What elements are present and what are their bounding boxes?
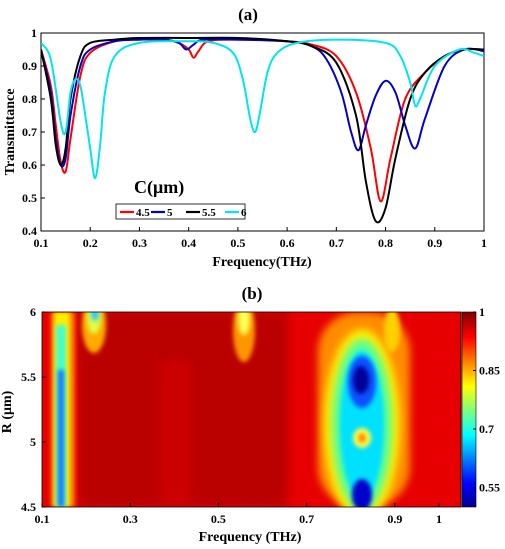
plot-a-x-tick-label: 0.2	[83, 236, 98, 250]
heatmap-feature-f0	[51, 312, 75, 507]
panel-a: (a) 0.1 0.2 0.3 0.4 0.5 0.6 0.7 0.8 0.9 1 0.40.50…	[3, 5, 487, 270]
series-line-2	[41, 36, 484, 224]
plot-b-x-tick-label: 0.3	[123, 512, 138, 526]
legend-a-label-0: 4.5	[136, 207, 150, 219]
colorbar-b-ticks: 0.55 0.7 0.85 1	[473, 305, 500, 495]
plot-b-ylabel: R (μm)	[0, 390, 15, 433]
colorbar-tick-label: 0.85	[479, 364, 500, 378]
series-line-3	[41, 38, 484, 180]
plot-a-ylabel: Transmittance	[3, 89, 18, 176]
colorbar-tick-label: 0.7	[479, 422, 494, 436]
panel-b: (b)	[0, 284, 500, 545]
plot-a-xlabel: Frequency(THz)	[212, 255, 312, 270]
colorbar-tick-label: 0.55	[479, 481, 500, 495]
plot-b-x-tick-label: 0.7	[299, 512, 314, 526]
legend-a-label-2: 5.5	[202, 207, 216, 219]
plot-a-series-lines	[41, 36, 484, 224]
colorbar-b: 0.55 0.7 0.85 1	[461, 305, 500, 508]
plot-a-x-tick-label: 0.5	[230, 236, 245, 250]
legend-a-label-1: 5	[167, 207, 173, 219]
plot-b-y-tick-label: 4.5	[21, 500, 36, 514]
panel-a-label: (a)	[238, 5, 258, 24]
legend-a: C(μm) 4.5 5 5.5 6	[115, 177, 247, 220]
heatmap-feature-f3	[318, 312, 410, 507]
heatmap-feature-f2	[233, 312, 255, 362]
plot-a-x-tick-label: 1	[481, 236, 487, 250]
colorbar-b-gradient	[461, 311, 477, 508]
plot-b-x-tick-label: 0.5	[211, 512, 226, 526]
legend-a-box	[115, 203, 246, 220]
heatmap-b	[42, 312, 461, 507]
plot-a-x-tick-label: 0.9	[427, 236, 442, 250]
plot-a-y-tick-label: 0.9	[22, 59, 37, 73]
plot-b-xlabel: Frequency (THz)	[199, 530, 302, 545]
plot-a-frame	[40, 32, 485, 232]
plot-a-x-tick-label: 0.8	[378, 236, 393, 250]
plot-a-y-tick-label: 0.5	[22, 191, 37, 205]
plot-a-x-tick-label: 0.7	[329, 236, 344, 250]
legend-a-label-3: 6	[241, 207, 247, 219]
plot-b-x-tick-label: 0.1	[35, 512, 50, 526]
plot-a-y-tick-label: 0.4	[22, 224, 37, 238]
plot-a-x-tick-label: 0.6	[280, 236, 295, 250]
plot-b-y-tick-label: 5.5	[21, 370, 36, 384]
plot-a-y-ticks: 0.4 0.5 0.6 0.7 0.8 0.9 1	[22, 26, 45, 238]
legend-a-entries: 4.5 5 5.5 6	[120, 207, 247, 219]
plot-a-y-tick-label: 1	[31, 26, 37, 40]
plot-b-x-tick-label: 1	[436, 512, 442, 526]
plot-a-x-tick-label: 0.4	[181, 236, 196, 250]
plot-b-x-ticks: 0.1 0.3 0.5 0.7 0.9 1	[35, 503, 442, 526]
series-line-0	[41, 38, 484, 203]
plot-a-x-ticks: 0.1 0.2 0.3 0.4 0.5 0.6 0.7 0.8 0.9 1	[34, 227, 487, 250]
heatmap-feature-f1	[82, 312, 106, 353]
plot-a-y-tick-label: 0.7	[22, 125, 37, 139]
plot-b-y-tick-label: 5	[30, 435, 36, 449]
plot-a-y-tick-label: 0.8	[22, 92, 37, 106]
plot-a-x-tick-label: 0.1	[34, 236, 49, 250]
legend-a-title: C(μm)	[134, 177, 184, 198]
plot-b-y-tick-label: 6	[30, 305, 36, 319]
plot-b-frame	[41, 311, 462, 508]
plot-b-x-tick-label: 0.9	[387, 512, 402, 526]
plot-b-y-ticks: 4.5 5 5.5 6	[21, 305, 46, 514]
plot-a-y-tick-label: 0.6	[22, 158, 37, 172]
plot-a-x-tick-label: 0.3	[132, 236, 147, 250]
colorbar-tick-label: 1	[479, 305, 485, 319]
panel-b-label: (b)	[242, 284, 263, 303]
